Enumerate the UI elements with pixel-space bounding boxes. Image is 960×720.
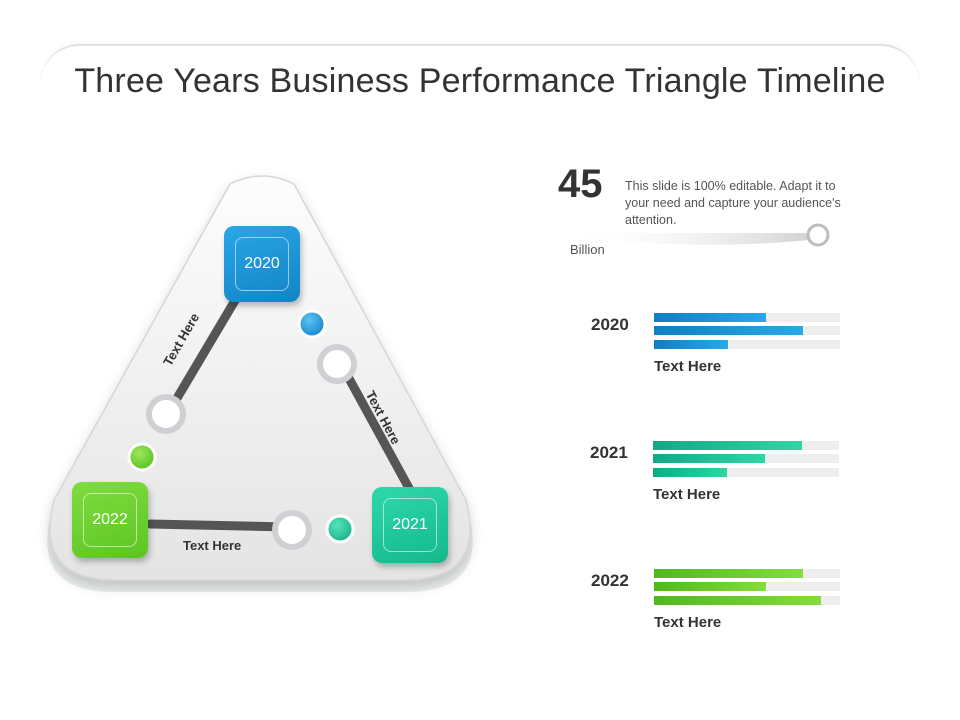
node-2022: 2022 <box>72 482 148 558</box>
connector-left <box>165 277 251 415</box>
ring-left <box>146 394 186 434</box>
panel-2022-bar-1 <box>654 569 840 578</box>
panel-2020-bar-2-fill <box>654 326 803 335</box>
panel-2020-bar-1 <box>654 313 840 322</box>
panel-2020-bar-3-fill <box>654 340 729 349</box>
panel-2020-bar-3 <box>654 340 840 349</box>
connector-right <box>335 357 415 495</box>
stat-slider-knob <box>806 223 830 247</box>
node-2021-label: 2021 <box>383 498 437 552</box>
dot-2021 <box>325 514 355 544</box>
panel-2020-bar-1-fill <box>654 313 766 322</box>
panel-2021-bar-2-fill <box>653 454 765 463</box>
panel-2021-year: 2021 <box>590 443 628 462</box>
panel-2020-caption: Text Here <box>654 358 722 375</box>
panel-2021-bar-3-fill <box>653 468 728 477</box>
stat-unit: Billion <box>570 242 605 257</box>
header-frame <box>40 44 920 126</box>
panel-2021-bar-2 <box>653 454 839 463</box>
panel-2022-year: 2022 <box>591 571 629 590</box>
panel-2021-bar-1 <box>653 441 839 450</box>
panel-2022-bar-1-fill <box>654 569 803 578</box>
panel-2022-bar-3-fill <box>654 596 822 605</box>
stat-value: 45 <box>558 162 603 206</box>
panel-2020-bar-2 <box>654 326 840 335</box>
node-2020-label: 2020 <box>235 237 289 291</box>
dot-2020 <box>297 309 327 339</box>
panel-2021-caption: Text Here <box>653 486 721 503</box>
panel-2021-bar-1-fill <box>653 441 802 450</box>
connector-bottom <box>145 519 295 532</box>
node-2022-label: 2022 <box>83 493 137 547</box>
edge-label-bottom: Text Here <box>183 538 242 553</box>
node-2021: 2021 <box>372 487 448 563</box>
dot-2022 <box>127 442 157 472</box>
ring-right <box>317 344 357 384</box>
panel-2020-year: 2020 <box>591 315 629 334</box>
panel-2021-bar-3 <box>653 468 839 477</box>
panel-2022-caption: Text Here <box>654 614 722 631</box>
triangle-base <box>49 175 471 581</box>
panel-2022-bar-2-fill <box>654 582 766 591</box>
ring-bottom <box>272 510 312 550</box>
node-2020: 2020 <box>224 226 300 302</box>
panel-2022-bar-2 <box>654 582 840 591</box>
stat-slider-track <box>565 233 818 245</box>
page-title: Three Years Business Performance Triangl… <box>74 62 886 100</box>
stat-description: This slide is 100% editable. Adapt it to… <box>625 179 841 227</box>
panel-2022-bar-3 <box>654 596 840 605</box>
